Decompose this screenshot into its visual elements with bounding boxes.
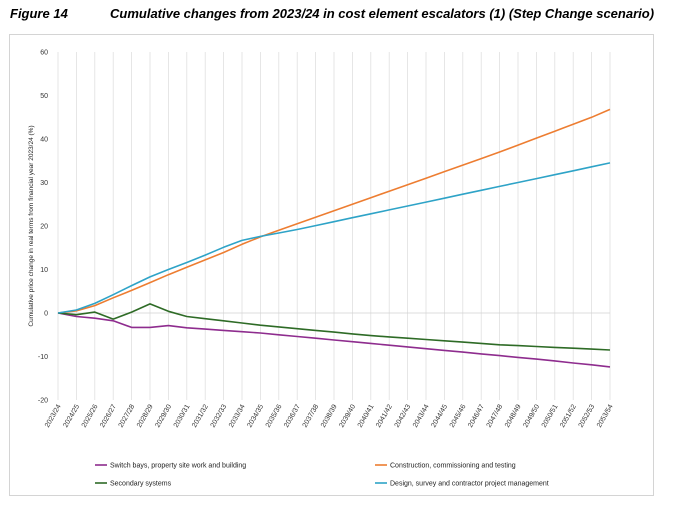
x-tick-label: 2031/32 [191,403,210,429]
x-tick-label: 2029/30 [154,403,173,429]
x-tick-label: 2038/39 [320,403,339,429]
x-tick-label: 2026/27 [99,403,118,429]
x-tick-label: 2053/54 [596,403,615,429]
figure-label: Figure 14 [10,6,68,21]
x-tick-label: 2034/35 [246,403,265,429]
x-tick-label: 2032/33 [210,403,229,429]
y-tick-label: 10 [40,267,48,274]
x-tick-label: 2045/46 [449,403,468,429]
x-tick-label: 2049/50 [522,403,541,429]
legend-label: Switch bays, property site work and buil… [110,463,246,470]
y-tick-label: 30 [40,180,48,187]
y-tick-label: 60 [40,50,48,57]
x-tick-label: 2030/31 [173,403,192,429]
chart-frame [9,34,654,496]
x-tick-label: 2024/25 [62,403,81,429]
legend-label: Design, survey and contractor project ma… [390,481,549,488]
legend-label: Construction, commissioning and testing [390,463,516,470]
x-tick-label: 2025/26 [81,403,100,429]
x-tick-label: 2046/47 [467,403,486,429]
series-line [57,162,611,314]
x-tick-label: 2051/52 [559,403,578,429]
chart-legend: Switch bays, property site work and buil… [95,463,549,488]
series-lines [57,108,611,368]
x-tick-label: 2039/40 [338,403,357,429]
y-tick-label: 40 [40,137,48,144]
figure-title: Cumulative changes from 2023/24 in cost … [110,6,655,21]
series-line [57,312,611,368]
x-tick-label: 2043/44 [412,403,431,429]
y-axis: -20 -10 0 10 20 30 40 50 60 [38,50,48,405]
x-tick-label: 2050/51 [541,403,560,429]
series-line [57,303,611,351]
legend-label: Secondary systems [110,481,172,488]
y-tick-label: 0 [44,311,48,318]
y-tick-label: 20 [40,224,48,231]
y-tick-label: -10 [38,354,48,361]
y-tick-label: 50 [40,93,48,100]
x-tick-label: 2028/29 [136,403,155,429]
x-tick-label: 2047/48 [486,403,505,429]
chart-grid [57,52,611,400]
series-line [57,108,611,314]
x-tick-label: 2040/41 [357,403,376,429]
x-tick-label: 2035/36 [265,403,284,429]
x-tick-label: 2052/53 [578,403,597,429]
x-tick-label: 2041/42 [375,403,394,429]
x-tick-label: 2033/34 [228,403,247,429]
x-tick-label: 2048/49 [504,403,523,429]
x-tick-label: 2037/38 [302,403,321,429]
x-tick-label: 2044/45 [430,403,449,429]
x-tick-label: 2027/28 [118,403,137,429]
x-axis: 2023/24 2024/25 2025/26 2026/27 2027/28 2028/… [44,403,615,429]
x-tick-label: 2042/43 [394,403,413,429]
y-axis-label: Cumulative price change in real terms fr… [28,125,35,326]
y-tick-label: -20 [38,398,48,405]
x-tick-label: 2036/37 [283,403,302,429]
x-tick-label: 2023/24 [44,403,63,429]
